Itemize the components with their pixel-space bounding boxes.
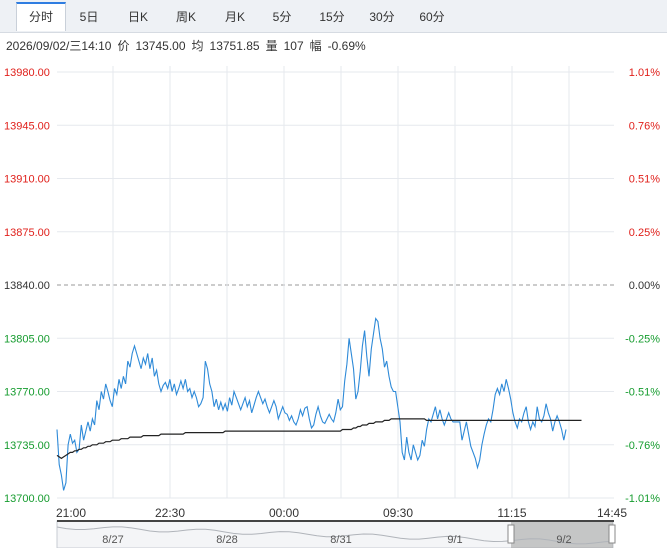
pct-tick-label: -0.76% xyxy=(625,440,660,452)
y-tick-label: 13945.00 xyxy=(4,120,50,132)
tab-3[interactable]: 周K xyxy=(175,10,196,24)
day-label: 8/27 xyxy=(102,534,123,546)
pct-tick-label: 0.51% xyxy=(629,174,660,186)
pct-tick-label: 1.01% xyxy=(629,67,660,79)
x-tick-label: 11:15 xyxy=(497,506,526,520)
tab-2[interactable]: 日K xyxy=(127,10,148,24)
tab-5[interactable]: 5分 xyxy=(272,10,292,24)
tab-8[interactable]: 60分 xyxy=(419,10,445,24)
x-tick-label: 22:30 xyxy=(155,506,185,520)
price-line xyxy=(56,317,567,491)
tab-0[interactable]: 分时 xyxy=(16,2,66,31)
price-label: 价 xyxy=(117,39,130,53)
tab-4[interactable]: 月K xyxy=(224,10,245,24)
pct-tick-label: -1.01% xyxy=(625,493,660,505)
x-tick-label: 21:00 xyxy=(56,506,86,520)
volume-value: 107 xyxy=(283,39,304,53)
x-tick-label: 14:45 xyxy=(597,506,627,520)
y-tick-label: 13700.00 xyxy=(4,493,50,505)
avg-label: 均 xyxy=(191,39,204,53)
pct-tick-label: -0.25% xyxy=(625,333,660,345)
day-label: 8/31 xyxy=(330,534,351,546)
y-tick-label: 13805.00 xyxy=(4,333,50,345)
y-tick-label: 13980.00 xyxy=(4,67,50,79)
day-label: 9/2 xyxy=(556,534,571,546)
period-tab-bar: 分时 5日 日K 周K 月K 5分 15分 30分 60分 xyxy=(0,0,667,33)
change-label: 幅 xyxy=(309,39,322,53)
x-tick-label: 00:00 xyxy=(269,506,299,520)
avg-value: 13751.85 xyxy=(209,39,260,53)
quote-datetime: 2026/09/02/三14:10 xyxy=(6,39,112,53)
range-handle-right xyxy=(608,524,616,544)
pct-tick-label: 0.25% xyxy=(629,227,660,239)
y-tick-label: 13875.00 xyxy=(4,227,50,239)
x-tick-label: 09:30 xyxy=(383,506,413,520)
range-mini-line xyxy=(56,526,615,545)
avg-price-line xyxy=(56,418,582,460)
range-selection xyxy=(511,521,613,548)
y-tick-label: 13770.00 xyxy=(4,387,50,399)
quote-info-bar: 2026/09/02/三14:10 价 13745.00 均 13751.85 量 107 幅… xyxy=(6,37,372,55)
volume-label: 量 xyxy=(265,39,278,53)
pct-tick-label: 0.76% xyxy=(629,120,660,132)
tab-1[interactable]: 5日 xyxy=(79,10,99,24)
y-tick-label: 13840.00 xyxy=(4,280,50,292)
tab-7[interactable]: 30分 xyxy=(369,10,395,24)
range-handle-left xyxy=(507,524,515,544)
pct-tick-label: -0.51% xyxy=(625,387,660,399)
price-value: 13745.00 xyxy=(135,39,186,53)
pct-tick-label: 0.00% xyxy=(629,280,660,292)
change-value: -0.69% xyxy=(327,39,366,53)
day-label: 9/1 xyxy=(447,534,462,546)
y-tick-label: 13735.00 xyxy=(4,440,50,452)
day-label: 8/28 xyxy=(216,534,237,546)
y-tick-label: 13910.00 xyxy=(4,174,50,186)
tab-6[interactable]: 15分 xyxy=(319,10,345,24)
